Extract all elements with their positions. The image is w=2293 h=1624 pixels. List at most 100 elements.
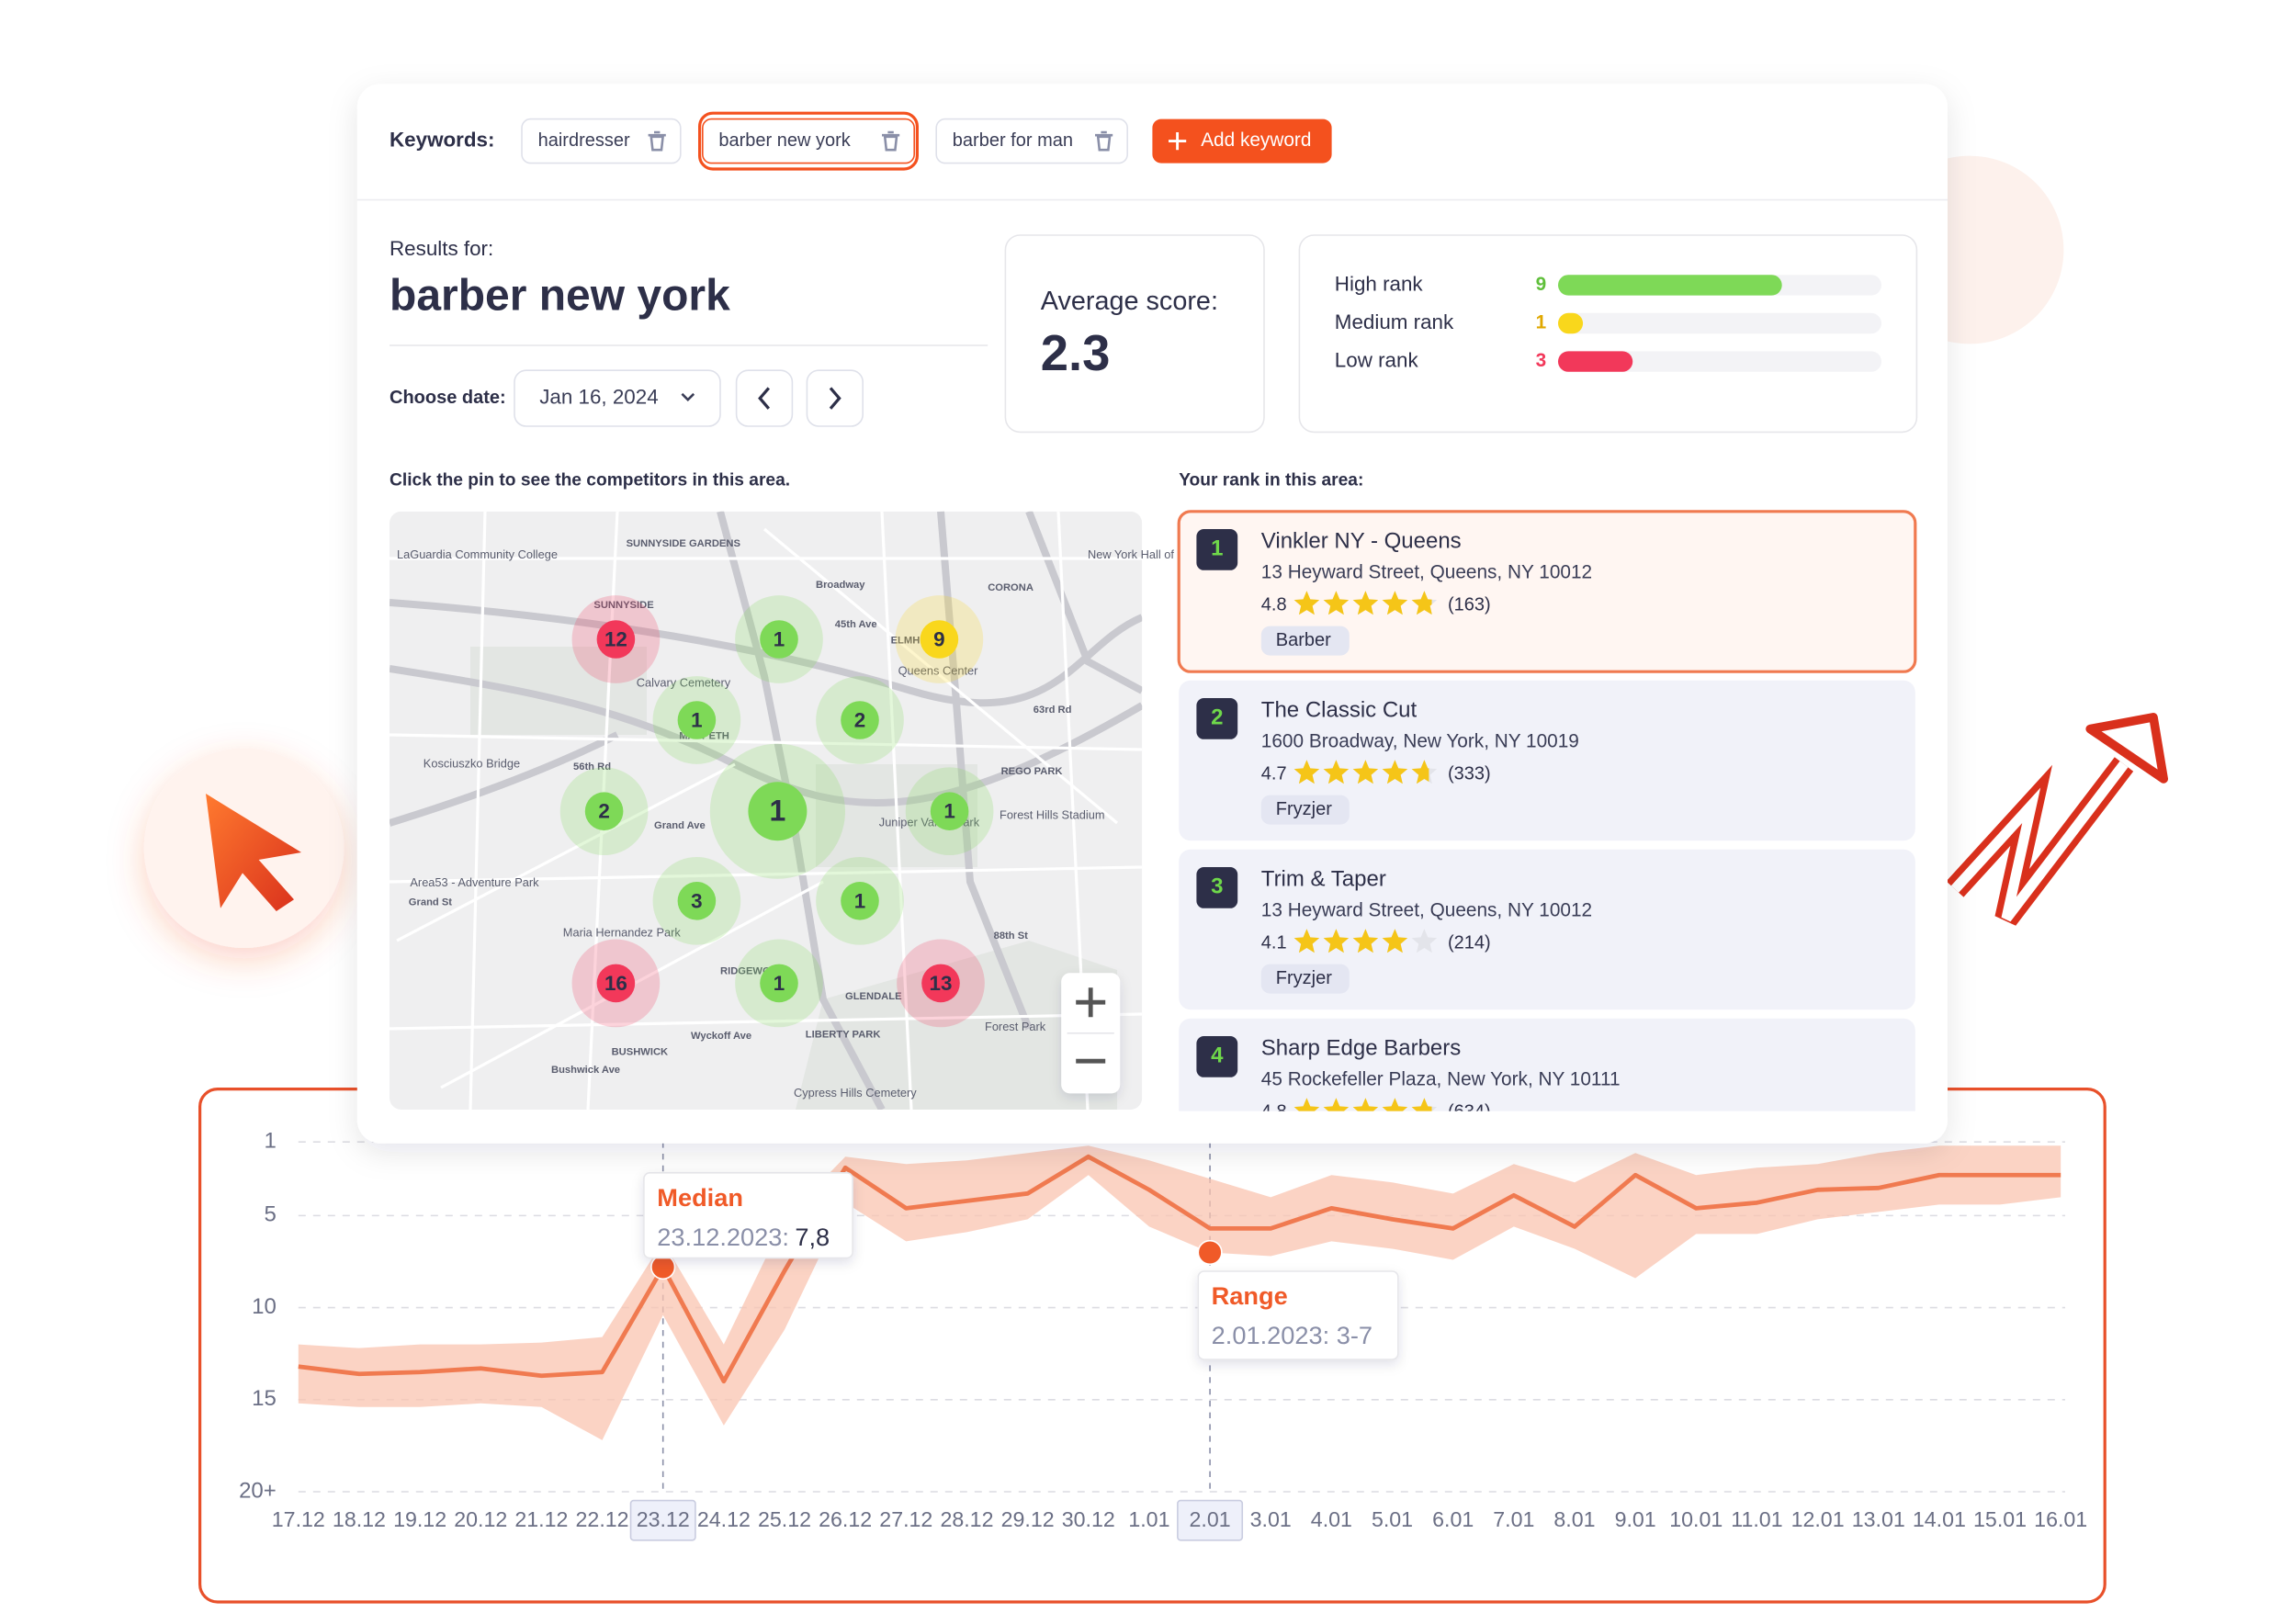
pin[interactable] [760,964,798,1003]
map [390,511,1143,1110]
add-keyword-button[interactable] [1152,118,1332,164]
average-box [1004,234,1265,434]
business-reviews: (634) [1448,1101,1491,1122]
zoom-in[interactable] [1076,987,1106,1018]
trash-icon[interactable] [1095,130,1113,152]
pin[interactable] [677,701,717,739]
nav-button[interactable] [806,369,864,427]
date-picker[interactable] [514,369,721,427]
pin[interactable] [921,964,960,1003]
trash-icon[interactable] [648,130,666,152]
map-area [794,941,1117,1110]
x-tick-label: 1.01 [1128,1507,1169,1531]
map-label: 56th Rd [573,761,611,773]
pin[interactable] [677,882,717,920]
business-rating: 4.8 [1261,594,1287,615]
pin-label: 1 [943,800,954,823]
map-label: LaGuardia Community College [397,547,558,561]
median-line [298,1154,2061,1384]
map-label: Area53 - Adventure Park [410,875,539,889]
pin[interactable] [930,792,969,830]
range-point [1197,1239,1223,1266]
map-label: Queens Center [898,664,979,678]
map-label: GLENDALE [845,991,902,1002]
x-tick-label: 29.12 [1001,1507,1055,1531]
pin-label: 1 [774,972,785,995]
nav-button[interactable] [735,369,794,427]
x-label-highlight [629,1499,696,1541]
rank-bar [1558,312,1584,334]
average-value: 2.3 [1041,325,1111,381]
pin-label: 9 [933,628,944,651]
keyword-chip[interactable] [521,118,682,164]
rank-card[interactable] [1179,849,1915,1010]
x-tick-label: 24.12 [697,1507,751,1531]
y-tick-label: 10 [252,1294,277,1319]
pin-label: 16 [604,972,627,995]
pin-label: 1 [774,628,785,651]
rank-list-title: Your rank in this area: [1179,470,1363,490]
pin[interactable] [584,792,624,830]
rank-count: 3 [1536,350,1547,371]
x-tick-label: 7.01 [1493,1507,1534,1531]
rank-number: 4 [1211,1043,1224,1068]
map-label: SUNNYSIDE GARDENS [627,538,741,549]
business-rating: 4.7 [1261,763,1287,784]
rank-card[interactable] [1179,1018,1915,1179]
pin[interactable] [841,882,879,920]
rank-track [1558,351,1881,372]
rank-list: 1 Vinkler NY - Queens 13 Heyward Street, Q… [1177,510,1917,1179]
add-keyword-text: Add keyword [1201,130,1311,151]
x-tick-label: 11.01 [1731,1507,1782,1531]
x-tick-label: 12.01 [1791,1507,1845,1531]
date-label: Choose date: [390,388,506,408]
rank-number: 3 [1211,874,1223,899]
tag-chip [1260,626,1350,656]
x-tick-label: 8.01 [1553,1507,1595,1531]
rank-name: Medium rank [1335,310,1454,333]
keyword-chip[interactable] [935,118,1128,164]
business-rating: 4.8 [1261,1101,1287,1122]
map-streets [390,511,1143,1110]
tag-chip [1260,964,1350,994]
map-label: Calvary Cemetery [637,675,731,689]
x-tick-label: 27.12 [879,1507,932,1531]
map-label: Broadway [816,580,865,591]
tooltip [1197,1270,1399,1360]
pin[interactable] [760,620,798,659]
map-label: 88th St [994,930,1029,942]
x-label-highlight [1177,1499,1244,1541]
tooltip-title: Range [1212,1281,1288,1310]
range-area [298,1145,2061,1440]
pin[interactable] [596,620,636,659]
x-tick-label: 21.12 [514,1507,568,1531]
keyword-chip[interactable] [702,118,915,164]
keyword-text: hairdresser [538,130,630,151]
trend-arrow-head [2085,713,2169,784]
trash-icon[interactable] [882,130,900,152]
x-tick-label: 3.01 [1250,1507,1292,1531]
nav-arrow [829,387,842,410]
rank-count: 9 [1536,274,1547,295]
rank-card[interactable] [1179,680,1915,841]
keywords-label: Keywords: [390,129,494,152]
rank-card[interactable] [1177,510,1917,673]
rank-count: 1 [1536,312,1547,333]
business-address: 13 Heyward Street, Queens, NY 10012 [1261,562,1592,583]
rank-bar [1558,351,1633,372]
pin[interactable] [748,782,808,841]
business-name: The Classic Cut [1261,698,1418,723]
business-address: 1600 Broadway, New York, NY 10019 [1261,731,1579,752]
pin[interactable] [596,964,636,1003]
rank-number: 2 [1211,705,1223,730]
pin[interactable] [841,701,879,739]
pin-label: 13 [930,972,953,995]
map-label: CORONA [988,582,1034,593]
stars [1293,760,1429,784]
rank-badge [1196,698,1238,739]
pin[interactable] [920,620,959,659]
stars [1293,591,1432,615]
pin-label: 12 [604,628,627,651]
x-tick-label: 15.01 [1973,1507,2027,1531]
rank-bar [1558,275,1782,296]
